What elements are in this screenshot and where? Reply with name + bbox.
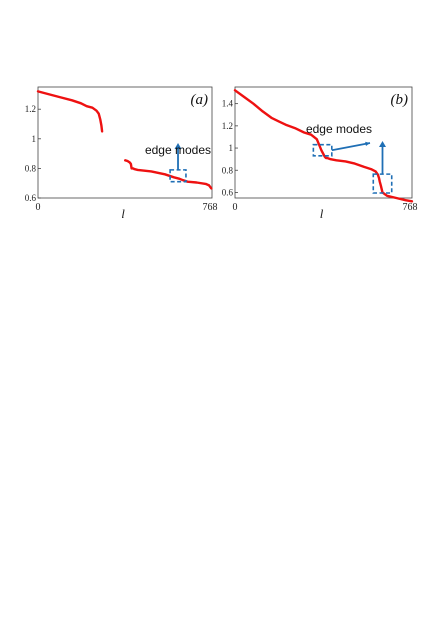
y-tick-label: 1.4 — [222, 99, 234, 109]
y-tick-label: 0.8 — [25, 163, 37, 173]
y-tick-label: 0.6 — [222, 187, 234, 197]
series-line — [36, 90, 104, 133]
x-tick-label: 0 — [233, 202, 238, 213]
arrow-head — [379, 141, 386, 147]
series-line — [124, 159, 213, 190]
y-tick-label: 0.8 — [222, 165, 234, 175]
y-tick-label: 1.2 — [222, 121, 233, 131]
edge-mode-box — [312, 143, 333, 157]
plot-frame — [37, 86, 213, 199]
panel-a: 0.6 0.8 1 1.2 0 768 l (a) edge modes — [25, 86, 218, 221]
x-tick-label: 768 — [403, 202, 418, 213]
panel-b: 0.6 0.8 1 1.2 1.4 0 768 l (b) edge modes — [222, 86, 418, 221]
y-tick-label: 1.2 — [25, 104, 36, 114]
panel-label: (a) — [191, 92, 209, 108]
y-tick-label: 0.6 — [25, 193, 37, 203]
arrow-head — [365, 141, 370, 146]
arrow-head — [174, 143, 182, 149]
arrow-shaft — [331, 142, 371, 152]
x-axis-label: l — [121, 206, 125, 221]
plot-frame — [234, 86, 413, 199]
x-axis-label: l — [320, 206, 324, 221]
x-tick-label: 768 — [203, 202, 218, 213]
annotation-label: edge modes — [306, 122, 372, 136]
y-tick-label: 1 — [229, 143, 234, 153]
x-tick-label: 0 — [36, 202, 41, 213]
series-line — [233, 89, 414, 203]
annotation-label: edge modes — [145, 143, 211, 157]
y-tick-label: 1 — [32, 134, 37, 144]
panel-label: (b) — [391, 92, 409, 108]
